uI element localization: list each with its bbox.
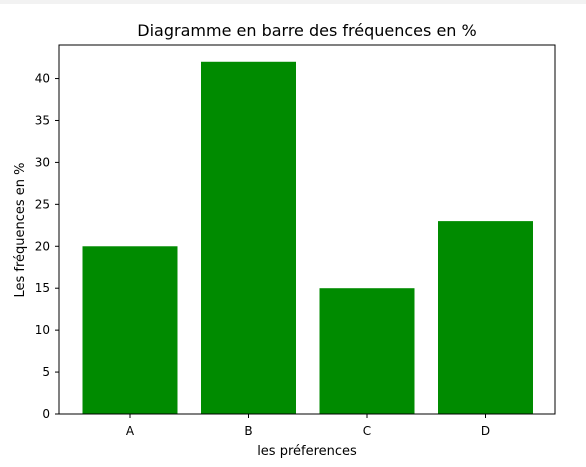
y-tick-label: 30 — [35, 155, 50, 169]
window-top-strip — [0, 0, 586, 4]
x-tick-label: C — [363, 424, 371, 438]
y-tick-label: 25 — [35, 197, 50, 211]
y-tick-label: 20 — [35, 239, 50, 253]
x-axis-title: les préferences — [257, 444, 357, 459]
y-tick-label: 10 — [35, 323, 50, 337]
y-tick-label: 5 — [42, 365, 50, 379]
y-axis-ticks: 0 5 10 15 20 25 30 35 40 — [35, 72, 59, 421]
bar-c — [319, 288, 415, 414]
y-tick-label: 15 — [35, 281, 50, 295]
plot-frame — [58, 44, 556, 415]
y-axis-title: Les fréquences en % — [13, 162, 28, 297]
x-tick-label: A — [126, 424, 135, 438]
chart-title: Diagramme en barre des fréquences en % — [137, 21, 476, 40]
y-tick-label: 35 — [35, 113, 50, 127]
x-tick-label: D — [481, 424, 490, 438]
y-tick-label: 40 — [35, 72, 50, 86]
y-tick-label: 0 — [42, 407, 50, 421]
bars-group — [82, 61, 533, 414]
bar-d — [438, 221, 533, 414]
bar-a — [82, 246, 178, 414]
x-axis-ticks: A B C D — [126, 414, 490, 438]
bar-b — [201, 61, 296, 414]
x-tick-label: B — [244, 424, 252, 438]
